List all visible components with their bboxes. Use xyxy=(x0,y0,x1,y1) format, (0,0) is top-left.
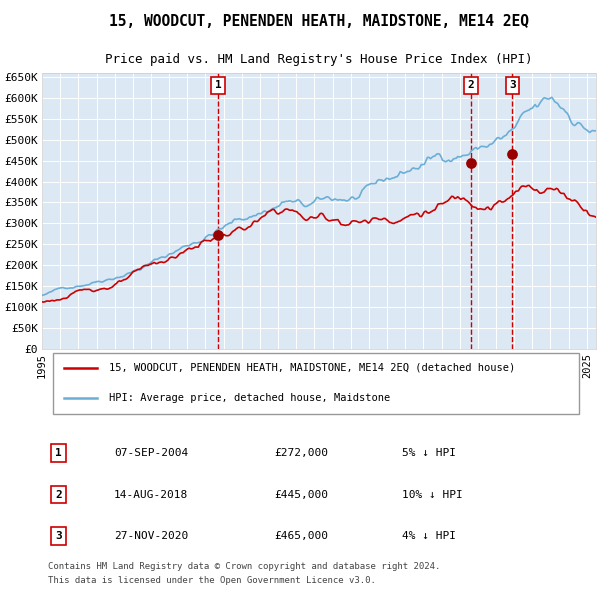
Text: 10% ↓ HPI: 10% ↓ HPI xyxy=(402,490,463,500)
Text: 4% ↓ HPI: 4% ↓ HPI xyxy=(402,532,456,541)
Text: £272,000: £272,000 xyxy=(275,448,329,458)
Text: 27-NOV-2020: 27-NOV-2020 xyxy=(114,532,188,541)
Text: 2: 2 xyxy=(55,490,62,500)
Text: £465,000: £465,000 xyxy=(275,532,329,541)
Text: HPI: Average price, detached house, Maidstone: HPI: Average price, detached house, Maid… xyxy=(109,393,390,403)
Text: 2: 2 xyxy=(467,80,474,90)
Text: 15, WOODCUT, PENENDEN HEATH, MAIDSTONE, ME14 2EQ: 15, WOODCUT, PENENDEN HEATH, MAIDSTONE, … xyxy=(109,14,529,29)
Text: 14-AUG-2018: 14-AUG-2018 xyxy=(114,490,188,500)
Text: 1: 1 xyxy=(215,80,221,90)
Text: Contains HM Land Registry data © Crown copyright and database right 2024.: Contains HM Land Registry data © Crown c… xyxy=(47,562,440,571)
Text: £445,000: £445,000 xyxy=(275,490,329,500)
Text: 5% ↓ HPI: 5% ↓ HPI xyxy=(402,448,456,458)
FancyBboxPatch shape xyxy=(53,353,579,414)
Point xyxy=(466,158,476,168)
Text: 3: 3 xyxy=(55,532,62,541)
Text: This data is licensed under the Open Government Licence v3.0.: This data is licensed under the Open Gov… xyxy=(47,576,376,585)
Text: 07-SEP-2004: 07-SEP-2004 xyxy=(114,448,188,458)
Text: Price paid vs. HM Land Registry's House Price Index (HPI): Price paid vs. HM Land Registry's House … xyxy=(105,53,533,65)
Text: 15, WOODCUT, PENENDEN HEATH, MAIDSTONE, ME14 2EQ (detached house): 15, WOODCUT, PENENDEN HEATH, MAIDSTONE, … xyxy=(109,363,515,373)
Point xyxy=(508,150,517,159)
Text: 1: 1 xyxy=(55,448,62,458)
Point xyxy=(213,230,223,240)
Text: 3: 3 xyxy=(509,80,516,90)
